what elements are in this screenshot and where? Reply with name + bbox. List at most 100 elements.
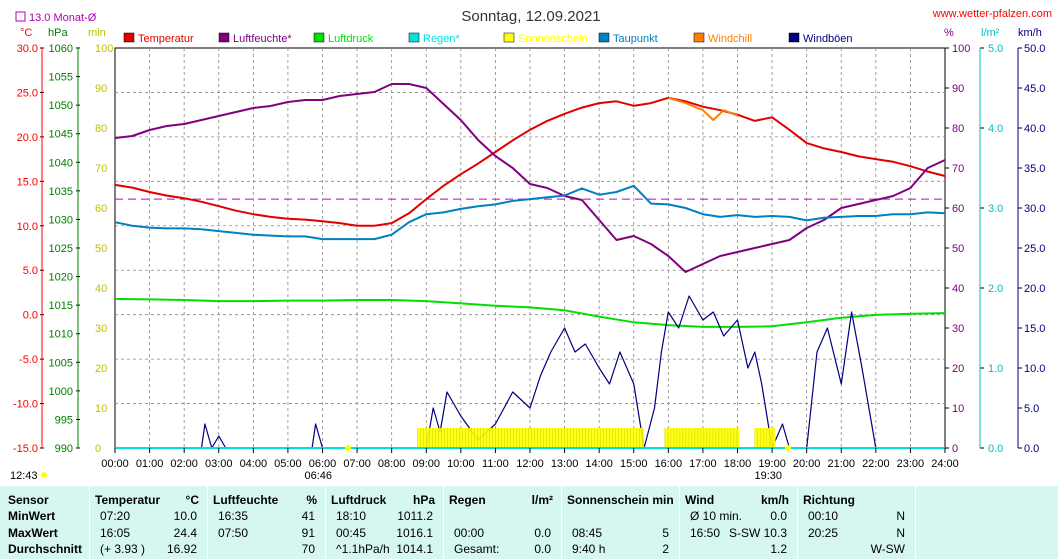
tick-label-temp: 20.0 [17, 132, 38, 144]
tick-label-wind: 15.0 [1024, 323, 1045, 335]
x-tick-label: 11:00 [482, 458, 509, 470]
legend-label: Windböen [803, 33, 853, 45]
stat-time: 08:45 [572, 526, 603, 540]
stat-unit: l/m² [531, 493, 553, 507]
tick-label-pressure: 990 [55, 443, 73, 455]
plot-area [114, 83, 946, 449]
tick-label-temp: 30.0 [17, 43, 38, 55]
stat-value: 24.4 [173, 526, 197, 540]
sunset-icon [785, 445, 791, 451]
stat-time: 20:25 [808, 526, 839, 540]
tick-label-temp: -10.0 [13, 399, 38, 411]
x-tick-label: 05:00 [274, 458, 302, 470]
tick-label-minutes: 40 [95, 283, 107, 295]
tick-label-wind: 30.0 [1024, 203, 1045, 215]
stat-unit: km/h [760, 493, 789, 507]
tick-label-percent: 60 [952, 203, 964, 215]
chart-grid [114, 47, 946, 449]
month-avg-icon [15, 11, 26, 22]
stat-value: 5 [662, 526, 669, 540]
tick-label-pressure: 1050 [49, 100, 73, 112]
tick-label-temp: 15.0 [17, 176, 38, 188]
legend-label: Windchill [708, 33, 752, 45]
stat-time: 9:40 h [572, 542, 606, 556]
stat-value: W-SW [870, 542, 905, 556]
tick-label-percent: 0 [952, 443, 958, 455]
tick-label-temp: 10.0 [17, 221, 38, 233]
tick-label-percent: 70 [952, 163, 964, 175]
stat-value: 1016.1 [396, 526, 433, 540]
tick-label-minutes: 100 [95, 43, 113, 55]
stat-value: 1.2 [770, 542, 787, 556]
stat-value: 1014.1 [396, 542, 433, 556]
stat-time: (+ 3.93 ) [100, 542, 146, 556]
series-line-windchill [668, 96, 738, 121]
stat-time: 00:10 [808, 509, 839, 523]
x-tick-label: 00:00 [101, 458, 129, 470]
stat-value: 70 [301, 542, 315, 556]
stat-time: 07:20 [100, 509, 131, 523]
tick-label-minutes: 60 [95, 203, 107, 215]
legend-swatch [218, 32, 230, 43]
x-tick-label: 23:00 [897, 458, 925, 470]
x-tick-label: 15:00 [620, 458, 648, 470]
stat-time: 16:05 [100, 526, 131, 540]
stat-value: 1011.2 [397, 509, 433, 523]
x-tick-label: 13:00 [551, 458, 579, 470]
x-tick-label: 20:00 [793, 458, 821, 470]
tick-label-rain: 1.0 [988, 363, 1003, 375]
stat-value: 2 [662, 542, 669, 556]
x-tick-label: 07:00 [343, 458, 371, 470]
tick-label-rain: 5.0 [988, 43, 1003, 55]
legend-label: Taupunkt [613, 33, 658, 45]
tick-label-minutes: 70 [95, 163, 107, 175]
axis-unit-minutes: min [88, 27, 106, 39]
tick-label-rain: 4.0 [988, 123, 1003, 135]
sunshine-band [754, 428, 776, 448]
series-line-luftdruck [114, 297, 946, 328]
axis-unit-percent: % [944, 27, 954, 39]
axis-unit-pressure: hPa [48, 27, 68, 39]
stat-value: 0.0 [534, 526, 551, 540]
chart-axes: 30.0 25.0 20.0 15.0 10.0 5.0 0.0 -5.0 -10.0 -15.0… [13, 43, 1046, 455]
divider [89, 486, 90, 559]
tick-label-pressure: 1035 [49, 186, 73, 198]
legend-label: Sonnenschein [518, 33, 588, 45]
legend-swatch [123, 32, 135, 43]
tick-label-percent: 20 [952, 363, 964, 375]
stat-value: 10.0 [173, 509, 197, 523]
tick-label-wind: 10.0 [1024, 363, 1045, 375]
tick-label-rain: 0.0 [988, 443, 1003, 455]
legend-swatch [693, 32, 705, 43]
tick-label-minutes: 20 [95, 363, 107, 375]
stat-time: 00:00 [454, 526, 485, 540]
divider [443, 486, 444, 559]
stat-time: Ø 10 min. [690, 509, 743, 523]
tick-label-percent: 40 [952, 283, 964, 295]
tick-label-pressure: 1055 [49, 72, 73, 84]
left-time: 12:43 [10, 470, 38, 482]
stat-value: S-SW 10.3 [728, 526, 787, 540]
brand-link[interactable]: www.wetter-pfalzen.com [932, 8, 1052, 20]
x-tick-label: 02:00 [170, 458, 198, 470]
stat-unit: hPa [412, 493, 435, 507]
tick-label-percent: 10 [952, 403, 964, 415]
stat-time: ^1.1hPa/h [336, 542, 390, 556]
stat-time: 00:45 [336, 526, 367, 540]
tick-label-pressure: 1010 [49, 329, 73, 341]
tick-label-pressure: 1040 [49, 157, 73, 169]
series-line-taupunkt [114, 184, 946, 241]
tick-label-minutes: 90 [95, 83, 107, 95]
legend-swatch [503, 32, 515, 43]
legend-swatch [598, 32, 610, 43]
stat-value: N [896, 509, 905, 523]
divider [679, 486, 680, 559]
divider [325, 486, 326, 559]
stat-header: Regen [449, 493, 486, 507]
series-line-temperatur [114, 96, 946, 227]
stat-header: Wind [685, 493, 715, 507]
chart-title: Sonntag, 12.09.2021 [461, 8, 600, 25]
legend-label: Regen* [423, 33, 460, 45]
stat-header: Luftdruck [331, 493, 387, 507]
stat-header: Richtung [803, 493, 855, 507]
